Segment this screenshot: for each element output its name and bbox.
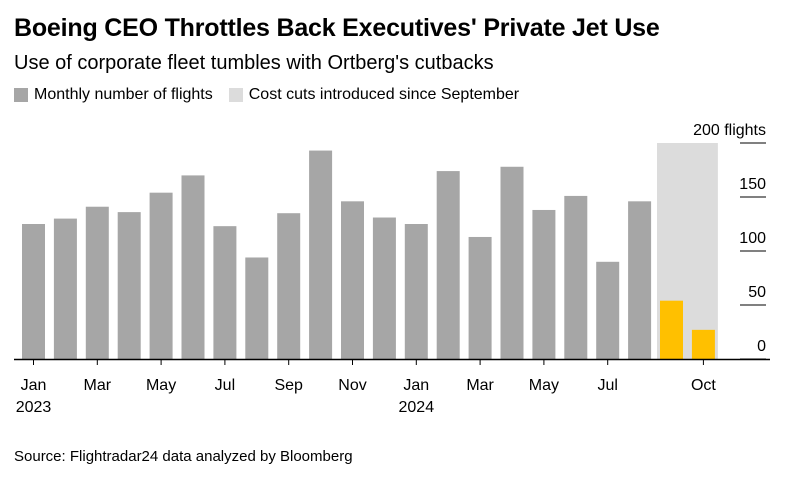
x-tick-label: Jan xyxy=(21,377,47,394)
legend-item-cost-cuts: Cost cuts introduced since September xyxy=(228,86,520,104)
bar xyxy=(436,171,460,359)
legend-item-flights: Monthly number of flights xyxy=(14,86,213,104)
bar xyxy=(564,195,588,359)
bar xyxy=(213,226,237,359)
bar xyxy=(596,261,620,359)
y-tick-label: 150 xyxy=(739,176,766,193)
source-note: Source: Flightradar24 data analyzed by B… xyxy=(14,448,353,465)
x-tick-label: Mar xyxy=(466,377,494,394)
x-tick-label: Nov xyxy=(338,377,366,394)
legend-swatch-cost-cuts xyxy=(228,88,243,102)
bar xyxy=(500,166,524,359)
y-tick-label: 0 xyxy=(757,338,766,355)
x-tick-label: May xyxy=(529,377,559,394)
chart-title: Boeing CEO Throttles Back Executives' Pr… xyxy=(14,14,660,42)
y-tick-label: 50 xyxy=(748,284,766,301)
bar xyxy=(149,192,173,359)
x-tick-label: Jul xyxy=(597,377,617,394)
bar xyxy=(341,201,364,359)
legend-label-cost-cuts: Cost cuts introduced since September xyxy=(248,86,520,103)
bar-highlighted xyxy=(691,329,715,359)
x-tick-label: May xyxy=(146,377,176,394)
chart-subtitle: Use of corporate fleet tumbles with Ortb… xyxy=(14,52,494,74)
bar xyxy=(468,236,492,359)
bar xyxy=(628,201,652,359)
x-axis-layer: Jan 2023 Mar May Jul Sep Nov Jan 2024 Mar May Jul Oc… xyxy=(14,358,770,416)
x-tick-label: Sep xyxy=(274,377,303,394)
x-tick-year-label: 2024 xyxy=(399,399,435,416)
x-tick-label: Jan xyxy=(403,377,429,394)
bar xyxy=(22,224,45,359)
x-tick-label: Oct xyxy=(691,377,716,394)
bar-highlighted xyxy=(660,300,683,359)
bar xyxy=(277,213,301,359)
x-tick-year-label: 2023 xyxy=(16,399,52,416)
bar xyxy=(85,206,109,359)
bar xyxy=(404,224,428,359)
bar xyxy=(372,217,396,359)
bar xyxy=(309,150,333,359)
legend-label-flights: Monthly number of flights xyxy=(34,86,213,103)
x-tick-label: Jul xyxy=(215,377,235,394)
x-tick-label: Mar xyxy=(84,377,112,394)
legend: Monthly number of flights Cost cuts intr… xyxy=(14,86,535,104)
y-tick-label: 100 xyxy=(739,230,766,247)
bar xyxy=(181,175,205,359)
y-tick-label: 200 flights xyxy=(693,122,766,139)
bar xyxy=(53,218,77,359)
bar xyxy=(117,212,141,359)
bars-layer xyxy=(22,150,715,359)
legend-swatch-flights xyxy=(14,88,28,102)
bar xyxy=(245,257,269,359)
y-ticks-layer: 0 50 100 150 200 flights xyxy=(693,122,766,360)
bar xyxy=(532,209,556,359)
